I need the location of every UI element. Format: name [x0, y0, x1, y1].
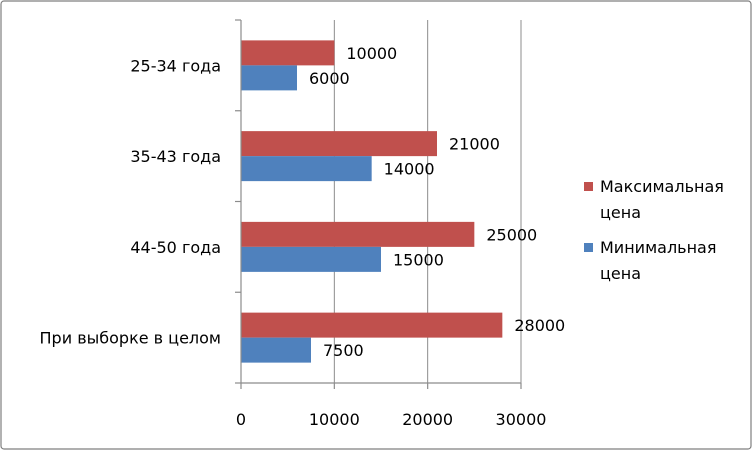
legend-label-1-line-0: Минимальная: [600, 238, 716, 257]
data-label-min-2: 15000: [393, 250, 444, 269]
axes: [235, 19, 522, 389]
bars: [241, 40, 503, 363]
category-label-2: 44-50 года: [130, 238, 221, 257]
legend-swatch-0: [584, 182, 593, 191]
category-label-1: 35-43 года: [130, 147, 221, 166]
legend-label-1-line-1: цена: [600, 264, 641, 283]
bar-min-3: [241, 337, 311, 363]
bar-max-0: [241, 40, 335, 66]
category-label-3: При выборке в целом: [40, 329, 221, 348]
data-label-min-3: 7500: [323, 341, 364, 360]
labels: 0 10000 20000 30000 25-34 года 10000 6000 35-43…: [40, 44, 566, 429]
data-label-max-2: 25000: [486, 225, 537, 244]
legend-label-0-line-1: цена: [600, 203, 641, 222]
data-label-min-0: 6000: [309, 69, 350, 88]
bar-min-2: [241, 246, 381, 272]
x-tick-label-3: 30000: [496, 410, 547, 429]
x-tick-label-0: 0: [236, 410, 246, 429]
data-label-max-1: 21000: [449, 135, 500, 154]
bar-max-1: [241, 131, 437, 157]
legend: Максимальная цена Минимальная цена: [584, 177, 724, 283]
data-label-max-3: 28000: [514, 316, 565, 335]
data-label-min-1: 14000: [384, 160, 435, 179]
bar-max-3: [241, 312, 503, 338]
legend-label-0-line-0: Максимальная: [600, 177, 724, 196]
bar-max-2: [241, 221, 475, 247]
category-label-0: 25-34 года: [130, 56, 221, 75]
x-tick-label-1: 10000: [309, 410, 360, 429]
data-label-max-0: 10000: [346, 44, 397, 63]
bar-min-1: [241, 156, 372, 182]
x-tick-label-2: 20000: [402, 410, 453, 429]
bar-min-0: [241, 65, 297, 91]
legend-swatch-1: [584, 243, 593, 252]
